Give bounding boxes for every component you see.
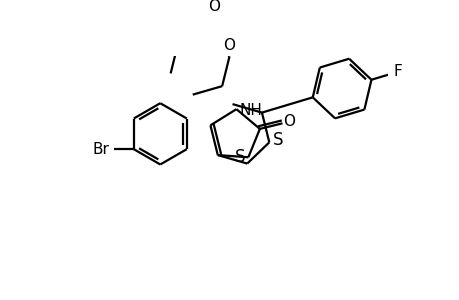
Text: S: S [234,148,245,166]
Text: S: S [272,131,282,149]
Text: Br: Br [92,142,109,157]
Text: NH: NH [239,103,262,118]
Text: F: F [392,64,401,80]
Text: O: O [223,38,235,53]
Text: O: O [282,114,295,129]
Text: O: O [208,0,220,14]
